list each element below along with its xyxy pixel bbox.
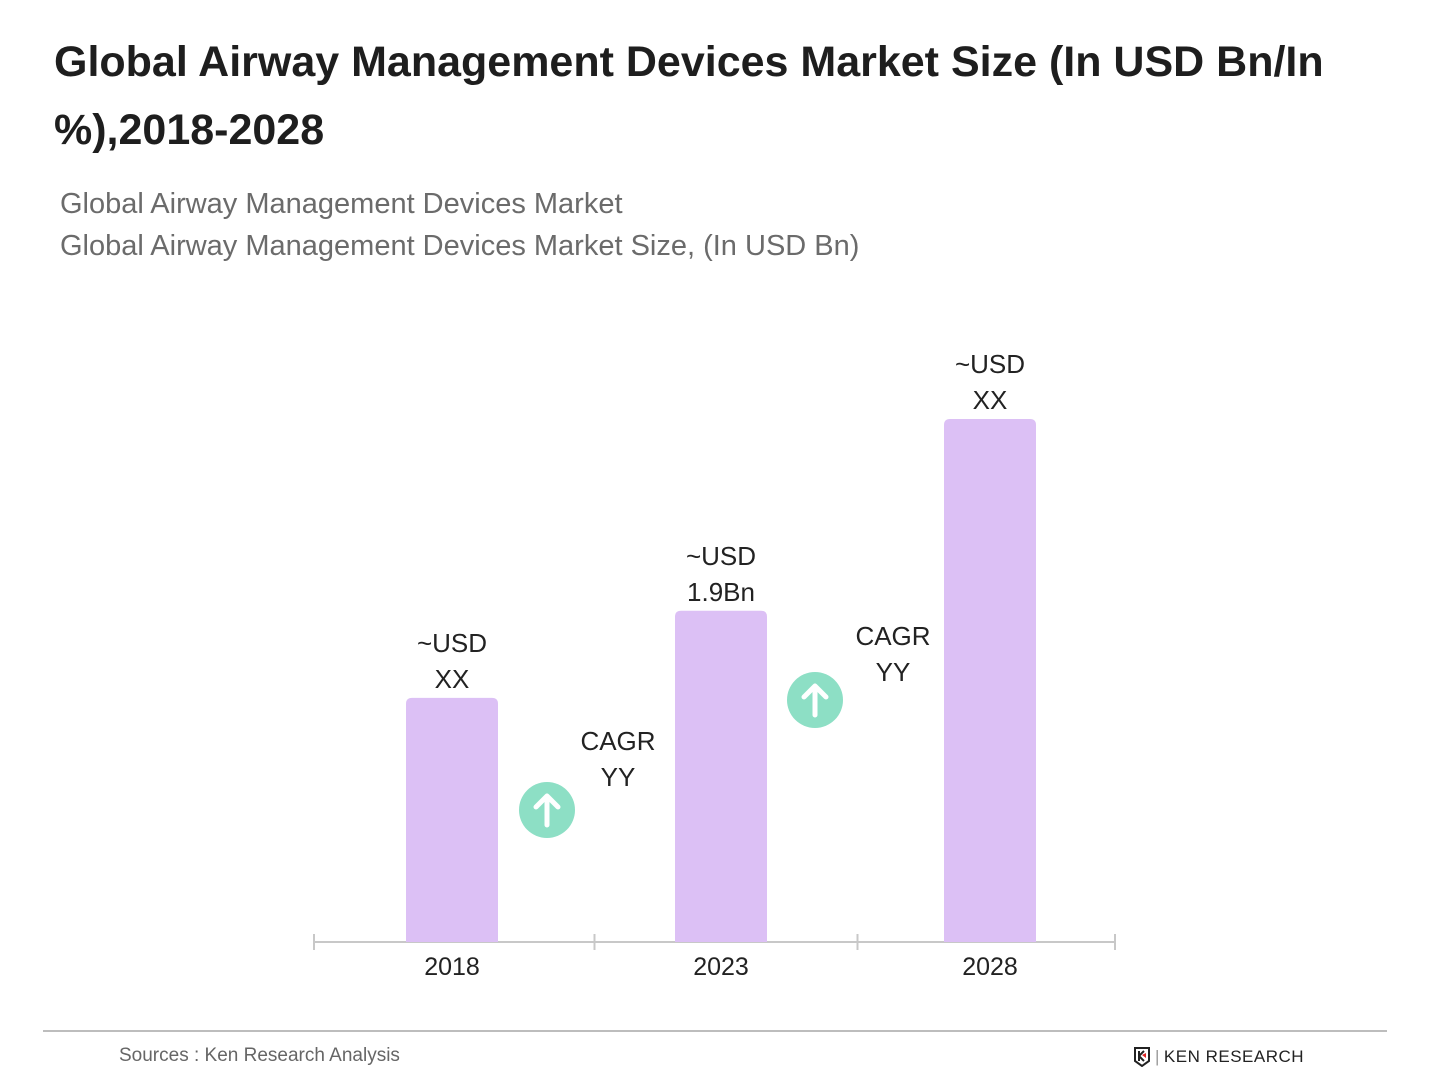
x-tick-label: 2028 <box>962 953 1018 981</box>
logo-shield-icon <box>1134 1047 1150 1067</box>
cagr-label: YY <box>601 762 636 792</box>
bar-2028 <box>944 419 1036 942</box>
cagr-label: CAGR <box>580 726 655 756</box>
chart-subtitle: Global Airway Management Devices Market <box>60 188 623 220</box>
chart-title: Global Airway Management Devices Market … <box>54 38 1324 154</box>
data-label: 1.9Bn <box>687 577 755 607</box>
arrow-up-icon <box>801 683 829 718</box>
x-tick-label: 2018 <box>424 953 480 981</box>
chart-subtitle-2: Global Airway Management Devices Market … <box>60 230 860 262</box>
data-label: ~USD <box>955 349 1025 379</box>
data-label: XX <box>973 385 1008 415</box>
ken-research-logo: | KEN RESEARCH <box>1133 1047 1304 1067</box>
cagr-label: CAGR <box>855 621 930 651</box>
logo-text: KEN RESEARCH <box>1163 1047 1305 1066</box>
data-label: XX <box>435 664 470 694</box>
cagr-label: YY <box>876 657 911 687</box>
x-tick-label: 2023 <box>693 953 749 981</box>
bar-2018 <box>406 697 498 942</box>
data-label: ~USD <box>686 541 756 571</box>
data-label: ~USD <box>417 628 487 658</box>
source-note: Sources : Ken Research Analysis <box>119 1045 400 1066</box>
arrow-up-icon <box>533 793 561 828</box>
footer-divider <box>43 1030 1387 1032</box>
bar-2023 <box>675 610 767 942</box>
